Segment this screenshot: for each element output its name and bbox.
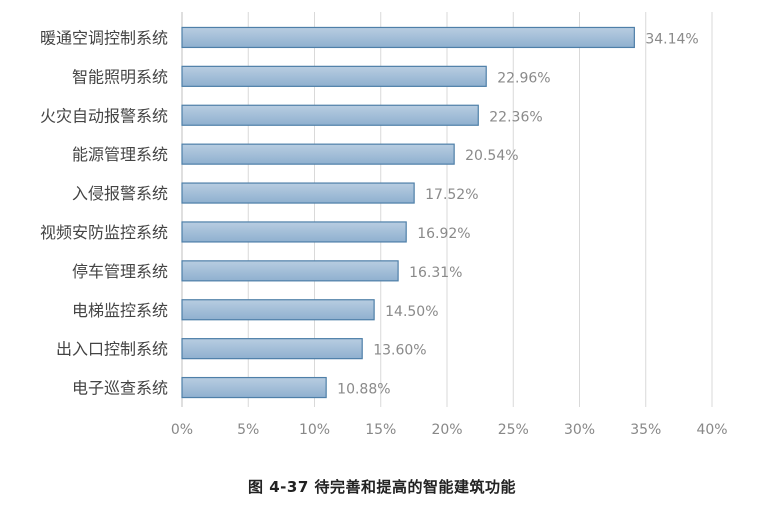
x-tick-label: 25% (498, 422, 529, 438)
category-label: 能源管理系统 (72, 145, 168, 164)
category-label: 智能照明系统 (72, 67, 168, 86)
x-tick-label: 10% (299, 422, 330, 438)
data-label: 16.92% (417, 226, 470, 242)
data-label: 10.88% (337, 382, 390, 398)
category-label: 电子巡查系统 (72, 379, 168, 398)
bar (181, 260, 399, 282)
data-label: 14.50% (385, 304, 438, 320)
category-label: 电梯监控系统 (72, 301, 168, 320)
bar (181, 65, 487, 87)
bar-chart: 0% 5% 10% 15% 20% 25% 30% 35% 40% 暖通空调控制系统 34.14% 智… (40, 12, 728, 438)
bars (181, 26, 635, 399)
category-label: 出入口控制系统 (56, 340, 168, 359)
category-label: 火灾自动报警系统 (40, 106, 168, 125)
x-tick-label: 5% (237, 422, 259, 438)
data-label: 22.96% (497, 70, 550, 86)
category-label: 入侵报警系统 (72, 184, 168, 203)
x-tick-label: 30% (564, 422, 595, 438)
category-label: 停车管理系统 (72, 262, 168, 281)
data-label: 17.52% (425, 187, 478, 203)
category-label: 视频安防监控系统 (40, 223, 168, 242)
data-label: 34.14% (645, 31, 698, 47)
bar (181, 143, 455, 165)
data-label: 20.54% (465, 148, 518, 164)
bar (181, 338, 363, 360)
x-tick-label: 20% (431, 422, 462, 438)
x-tick-label: 15% (365, 422, 396, 438)
data-label: 16.31% (409, 265, 462, 281)
data-label: 13.60% (373, 343, 426, 359)
bar (181, 104, 479, 126)
bar (181, 182, 415, 204)
figure-caption: 图 4-37 待完善和提高的智能建筑功能 (248, 478, 516, 496)
x-tick-label: 0% (171, 422, 193, 438)
labels: 0% 5% 10% 15% 20% 25% 30% 35% 40% 暖通空调控制系统 34.14% 智… (40, 28, 728, 438)
bar (181, 26, 635, 49)
bar (181, 376, 327, 399)
bar (181, 221, 407, 243)
x-tick-label: 40% (696, 422, 727, 438)
category-label: 暖通空调控制系统 (40, 28, 168, 47)
data-label: 22.36% (489, 109, 542, 125)
chart: 0% 5% 10% 15% 20% 25% 30% 35% 40% 暖通空调控制系统 34.14% 智… (40, 12, 728, 438)
x-tick-label: 35% (630, 422, 661, 438)
bar (181, 299, 375, 321)
